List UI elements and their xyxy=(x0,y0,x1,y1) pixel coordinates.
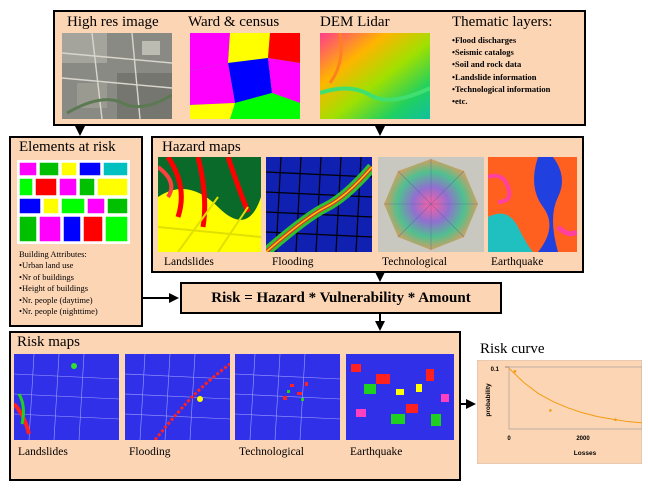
risk-formula: Risk = Hazard * Vulnerability * Amount xyxy=(180,282,502,314)
x-tick-label: 2000 xyxy=(576,436,590,442)
risk-curve-title: Risk curve xyxy=(480,341,545,357)
earthquake-risk-map xyxy=(346,354,454,440)
hazard-maps-title: Hazard maps xyxy=(162,139,241,155)
risk-maps-title: Risk maps xyxy=(17,334,80,350)
elements-at-risk-title: Elements at risk xyxy=(19,139,116,155)
high-res-image xyxy=(62,33,172,119)
x-axis-label: Losses xyxy=(574,450,597,457)
attribute-item: •Nr. people (daytime) xyxy=(19,294,93,305)
thematic-item: •Landslide information xyxy=(452,71,537,82)
attribute-item: •Nr. people (nighttime) xyxy=(19,306,98,317)
thematic-item: •Soil and rock data xyxy=(452,59,522,70)
landslide-hazard-map xyxy=(158,157,261,252)
thematic-item: •Technological information xyxy=(452,83,551,94)
flooding-hazard-map xyxy=(266,157,372,252)
flooding-risk-map xyxy=(125,354,230,440)
risk-label-earthquake: Earthquake xyxy=(350,446,403,458)
attribute-item: •Nr of buildings xyxy=(19,271,74,282)
dem-lidar-map xyxy=(320,33,430,119)
risk-curve-line xyxy=(508,367,643,424)
hazard-label-flooding: Flooding xyxy=(272,256,314,268)
building-attributes: Building Attributes: •Urban land use •Nr… xyxy=(19,249,98,317)
attribute-item: •Height of buildings xyxy=(19,283,89,294)
thematic-item: •Flood discharges xyxy=(452,35,517,45)
risk-curve-point xyxy=(513,370,517,373)
risk-curve-point xyxy=(549,409,552,412)
high-res-image-title: High res image xyxy=(67,14,159,30)
ward-census-title: Ward & census xyxy=(188,14,280,30)
dem-lidar-title: DEM Lidar xyxy=(320,14,390,30)
risk-curve-point xyxy=(614,418,617,421)
thematic-item: •etc. xyxy=(452,96,468,107)
hazard-label-earthquake: Earthquake xyxy=(491,256,544,268)
earthquake-hazard-map xyxy=(488,157,577,252)
risk-label-technological: Technological xyxy=(239,446,304,458)
elements-at-risk-map xyxy=(17,160,130,244)
hazard-label-landslides: Landslides xyxy=(164,256,214,268)
attribute-item: •Urban land use xyxy=(19,260,74,271)
risk-curve-chart: 0.1 0 2000 Losses probability xyxy=(476,359,643,465)
ward-census-map xyxy=(190,33,300,119)
x-tick-label: 0 xyxy=(507,436,511,442)
y-axis-label: probability xyxy=(485,383,492,417)
thematic-layers-list: •Flood discharges •Seismic catalogs •Soi… xyxy=(452,34,550,107)
y-tick-label: 0.1 xyxy=(491,367,500,373)
thematic-item: •Seismic catalogs xyxy=(452,47,514,58)
plot-area xyxy=(508,366,643,430)
risk-label-flooding: Flooding xyxy=(129,446,171,458)
thematic-layers-title: Thematic layers: xyxy=(452,14,553,30)
technological-risk-map xyxy=(235,354,340,440)
risk-label-landslides: Landslides xyxy=(18,446,68,458)
technological-hazard-map xyxy=(378,157,484,252)
hazard-label-technological: Technological xyxy=(382,256,447,268)
landslide-risk-map xyxy=(14,354,119,440)
attributes-heading: Building Attributes: xyxy=(19,249,87,259)
